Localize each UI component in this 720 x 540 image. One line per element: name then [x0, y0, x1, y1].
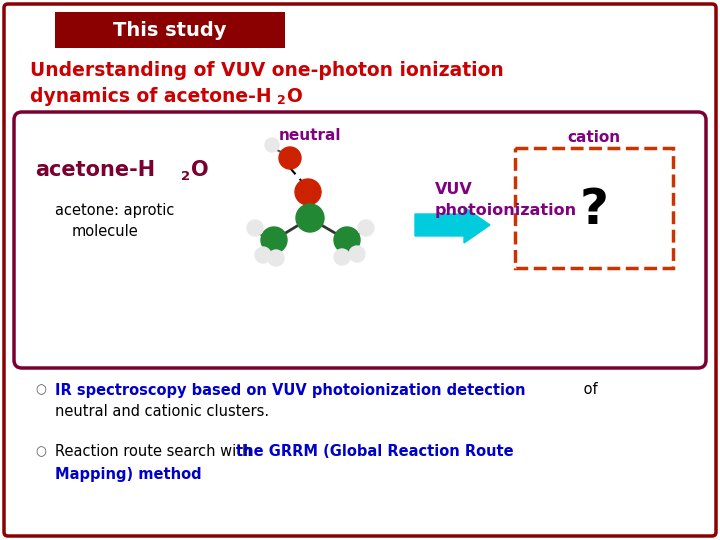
- Text: neutral: neutral: [279, 127, 341, 143]
- Text: O: O: [286, 86, 302, 105]
- Circle shape: [349, 246, 365, 262]
- Text: of: of: [579, 382, 598, 397]
- Circle shape: [358, 220, 374, 236]
- Bar: [515, 148, 673, 268]
- Text: Reaction route search with: Reaction route search with: [55, 444, 256, 460]
- Circle shape: [268, 250, 284, 266]
- Text: acetone-H: acetone-H: [35, 160, 155, 180]
- Circle shape: [296, 204, 324, 232]
- Text: ?: ?: [580, 186, 608, 234]
- Text: 2: 2: [181, 170, 190, 183]
- Text: cation: cation: [567, 131, 621, 145]
- FancyBboxPatch shape: [4, 4, 716, 536]
- Text: IR spectroscopy based on VUV photoionization detection: IR spectroscopy based on VUV photoioniza…: [55, 382, 526, 397]
- Text: ○: ○: [35, 446, 46, 458]
- Text: acetone: aprotic: acetone: aprotic: [55, 202, 174, 218]
- Circle shape: [255, 247, 271, 263]
- Text: VUV: VUV: [435, 183, 473, 198]
- Circle shape: [295, 179, 321, 205]
- FancyBboxPatch shape: [55, 12, 285, 48]
- Circle shape: [265, 138, 279, 152]
- Text: O: O: [191, 160, 209, 180]
- FancyBboxPatch shape: [14, 112, 706, 368]
- Text: Understanding of VUV one-photon ionization: Understanding of VUV one-photon ionizati…: [30, 60, 504, 79]
- Text: 2: 2: [277, 93, 286, 106]
- Text: molecule: molecule: [72, 225, 139, 240]
- Text: the GRRM (Global Reaction Route: the GRRM (Global Reaction Route: [236, 444, 513, 460]
- Text: photoionization: photoionization: [435, 202, 577, 218]
- Text: Mapping) method: Mapping) method: [55, 467, 202, 482]
- Circle shape: [261, 227, 287, 253]
- FancyArrow shape: [415, 207, 490, 243]
- Circle shape: [334, 227, 360, 253]
- Circle shape: [279, 147, 301, 169]
- Text: This study: This study: [113, 22, 227, 40]
- Text: dynamics of acetone-H: dynamics of acetone-H: [30, 86, 271, 105]
- Text: ○: ○: [35, 383, 46, 396]
- Circle shape: [334, 249, 350, 265]
- Text: neutral and cationic clusters.: neutral and cationic clusters.: [55, 404, 269, 420]
- Circle shape: [247, 220, 263, 236]
